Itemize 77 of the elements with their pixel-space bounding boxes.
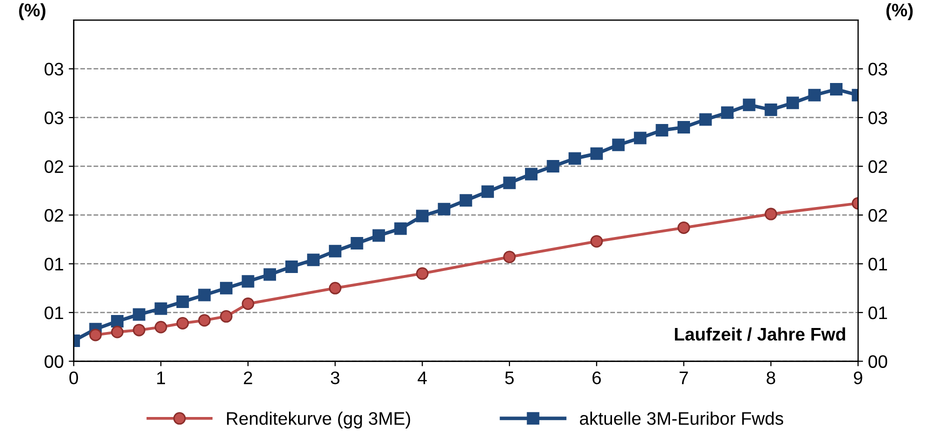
point	[830, 83, 843, 96]
x-tick-label: 0	[69, 371, 78, 384]
y2-tick-label: 01	[868, 306, 887, 320]
x-tick-label: 5	[505, 372, 514, 384]
point	[678, 121, 690, 134]
point	[634, 132, 646, 144]
point	[242, 275, 254, 288]
point	[721, 106, 734, 119]
point	[699, 113, 712, 126]
y2-tick-label: 02	[868, 160, 887, 174]
point	[198, 314, 211, 327]
x-tick-label: 7	[680, 372, 688, 384]
x-tick-label: 2	[244, 371, 252, 384]
point	[198, 288, 211, 302]
y2-tick-label: 02	[868, 208, 887, 222]
point	[416, 210, 429, 222]
y2-axis-title: (%)	[886, 3, 913, 20]
point	[612, 138, 625, 152]
x-tick-label: 4	[418, 372, 427, 384]
x-tick-label: 9	[854, 371, 862, 384]
x-tick-label: 8	[766, 371, 776, 384]
point	[808, 88, 821, 102]
point	[132, 324, 146, 336]
point	[481, 185, 494, 198]
point	[742, 98, 756, 112]
point	[154, 302, 168, 315]
point	[285, 260, 298, 273]
y-tick-label: 02	[44, 160, 64, 174]
point	[111, 315, 124, 328]
y-tick-label: 01	[44, 306, 64, 320]
point	[590, 147, 603, 160]
point	[503, 250, 516, 264]
annotation: Laufzeit / Jahre Fwd	[674, 327, 846, 341]
point	[111, 326, 124, 338]
point	[328, 244, 342, 258]
legend-label: aktuelle 3M-Euribor Fwds	[580, 412, 784, 425]
point	[786, 96, 799, 110]
point	[328, 282, 342, 294]
y2-tick-label: 03	[868, 111, 888, 124]
point	[546, 160, 560, 173]
point	[350, 237, 364, 250]
point	[307, 254, 320, 266]
point	[656, 124, 668, 136]
point	[220, 310, 232, 323]
point	[220, 282, 232, 294]
x-tick-label: 1	[157, 372, 165, 384]
point	[764, 208, 778, 220]
point	[460, 194, 472, 207]
point	[503, 176, 516, 190]
y-tick-label: 01	[44, 258, 64, 270]
y-tick-label: 03	[44, 111, 64, 124]
x-tick-label: 6	[592, 371, 601, 384]
point	[394, 222, 407, 235]
y2-tick-label: 00	[868, 355, 888, 368]
point	[154, 320, 168, 334]
point	[590, 235, 603, 248]
y2-tick-label: 01	[868, 258, 887, 270]
point	[568, 152, 582, 165]
y-tick-label: 00	[44, 355, 64, 368]
point	[176, 316, 189, 330]
point	[372, 229, 385, 242]
y-tick-label: 03	[44, 62, 64, 76]
point	[264, 268, 276, 281]
point	[438, 202, 450, 216]
point	[678, 221, 690, 234]
point	[242, 297, 254, 310]
point	[416, 267, 429, 280]
legend-label: Renditekurve (gg 3ME)	[227, 412, 410, 428]
point	[176, 296, 189, 308]
point	[132, 308, 146, 321]
y2-tick-label: 03	[868, 62, 888, 76]
point	[524, 168, 538, 180]
point	[764, 104, 778, 116]
point	[89, 328, 102, 342]
x-tick-label: 3	[330, 371, 340, 384]
y-axis-title: (%)	[19, 3, 46, 20]
y-tick-label: 02	[44, 208, 64, 222]
